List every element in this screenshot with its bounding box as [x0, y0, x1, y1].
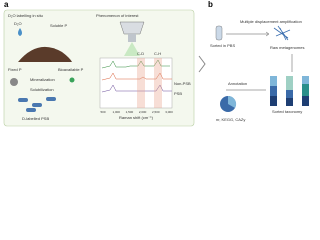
panel-letter: a — [4, 0, 9, 9]
mineral-icon — [10, 78, 18, 86]
bacteria — [18, 97, 56, 112]
dna-icon — [273, 25, 291, 41]
label: D-labelled PSB — [22, 116, 49, 121]
tick-labels: 500 1,000 1,500 2,000 2,500 3,000 — [100, 110, 173, 114]
arrow — [265, 31, 270, 37]
p-icon — [69, 77, 75, 83]
objective-icon — [128, 34, 136, 42]
tick-label: 3,000 — [165, 110, 173, 114]
label: Soluble P — [50, 23, 67, 28]
label: D₂O labelling in situ — [8, 13, 43, 18]
taxonomy-bars — [270, 76, 309, 106]
label: Non-PSB — [174, 81, 191, 86]
label: Sorted taxonomy — [272, 109, 302, 114]
label: Fixed P — [8, 67, 22, 72]
label: Mineralization — [30, 77, 55, 82]
tube-icon — [215, 25, 223, 41]
tick-label: 1,500 — [126, 110, 134, 114]
label: Raw metagenomes — [270, 45, 304, 50]
label: D₂O — [14, 21, 22, 26]
tick-label: 500 — [100, 110, 105, 114]
label: nr, KEGG, CAZy — [216, 117, 245, 122]
tick-label: 2,500 — [152, 110, 160, 114]
figure: a b D₂O labelling in situ Phenomenon of … — [3, 0, 309, 127]
ch-band — [154, 58, 162, 108]
label: C-H — [154, 51, 161, 56]
tick-label: 2,000 — [139, 110, 147, 114]
label: Sorted in PBS — [210, 43, 235, 48]
label: Annotation — [228, 81, 247, 86]
label: PSB — [174, 91, 182, 96]
spectra — [101, 59, 172, 93]
laser-beam — [124, 42, 140, 56]
label: Bioavailable P — [58, 67, 84, 72]
label: Multiple displacement amplification — [240, 19, 302, 24]
microscope-icon — [119, 21, 145, 35]
label: Phenomenon of interest — [96, 13, 139, 18]
tick-label: 1,000 — [112, 110, 120, 114]
label: Solubilization — [30, 87, 54, 92]
pie-icon — [220, 95, 237, 112]
label: C-D — [137, 51, 144, 56]
cd-band — [137, 58, 145, 108]
chevron — [198, 55, 206, 73]
soil-icon — [18, 46, 72, 62]
panel-letter: b — [208, 0, 213, 9]
spectrum-frame — [99, 57, 173, 109]
axis-label: Raman shift (cm⁻¹) — [119, 115, 154, 120]
droplet-icon — [18, 28, 22, 36]
